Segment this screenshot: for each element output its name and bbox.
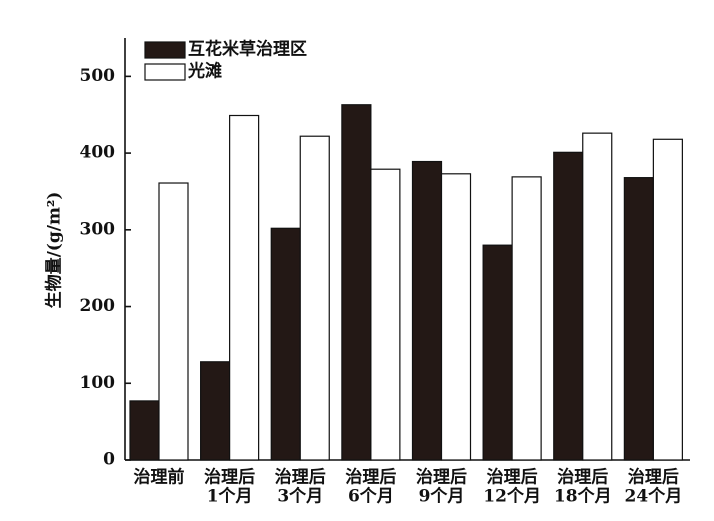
x-tick-label: 治理后	[204, 467, 255, 488]
bar	[158, 182, 189, 461]
bar	[299, 135, 330, 461]
x-tick-label: 治理后	[416, 467, 467, 488]
x-tick-label: 18个月	[554, 486, 612, 507]
y-tick-label: 0	[103, 450, 115, 470]
bar	[482, 244, 513, 461]
legend-swatch	[144, 63, 186, 81]
x-tick-label: 治理后	[628, 467, 679, 488]
y-axis-title: 生物量/(g/m²)	[44, 192, 65, 309]
y-tick-label: 100	[80, 373, 116, 393]
bar	[582, 132, 613, 461]
x-tick-label: 1个月	[207, 486, 253, 507]
legend-swatch	[144, 41, 186, 59]
bar	[200, 361, 231, 461]
y-tick-label: 500	[80, 66, 116, 86]
x-tick-label: 治理后	[557, 467, 608, 488]
x-tick-label: 6个月	[348, 486, 394, 507]
y-tick-label: 400	[80, 143, 116, 163]
x-tick-label: 24个月	[625, 486, 683, 507]
x-tick-label: 治理后	[275, 467, 326, 488]
y-tick-label: 300	[80, 219, 116, 239]
x-tick-label: 9个月	[419, 486, 465, 507]
bar	[553, 151, 584, 461]
y-tick-label: 200	[80, 296, 116, 316]
bar	[229, 114, 260, 461]
bar	[440, 173, 472, 461]
bar	[370, 168, 401, 461]
x-tick-label: 12个月	[483, 486, 541, 507]
bar	[411, 160, 443, 461]
bar	[270, 227, 301, 461]
bar	[652, 138, 683, 461]
legend-label: 互花米草治理区	[188, 39, 307, 60]
x-tick-label: 治理后	[487, 467, 538, 488]
bar	[341, 104, 372, 461]
bar	[129, 400, 160, 461]
x-tick-label: 3个月	[277, 486, 323, 507]
bar	[623, 177, 654, 461]
x-tick-label: 治理后	[345, 467, 396, 488]
x-tick-label: 治理前	[134, 467, 185, 488]
legend-label: 光滩	[187, 61, 222, 82]
bar	[511, 176, 542, 461]
